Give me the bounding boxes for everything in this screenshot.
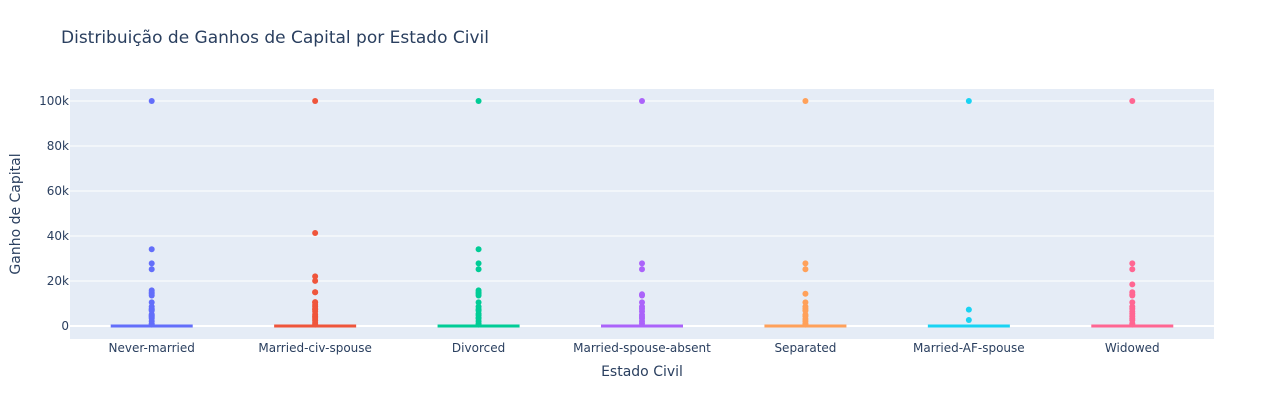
outlier-point: [475, 98, 482, 105]
y-tick-label: 20k: [47, 274, 69, 288]
chart-title: Distribuição de Ganhos de Capital por Es…: [61, 28, 489, 48]
y-tick-label: 60k: [47, 184, 69, 198]
outlier-point: [1129, 299, 1136, 306]
outlier-point: [802, 266, 809, 273]
y-axis-ticks: 0 20k 40k 60k 80k 100k: [39, 94, 69, 333]
y-tick-label: 40k: [47, 229, 69, 243]
outlier-point: [475, 260, 482, 267]
outlier-point: [639, 260, 645, 267]
outlier-point: [148, 246, 155, 253]
x-tick-label: Widowed: [1105, 341, 1160, 355]
outlier-point: [312, 277, 319, 284]
outlier-point: [965, 317, 972, 324]
outlier-point: [1129, 321, 1136, 328]
boxes: [110, 98, 1174, 328]
x-tick-label: Separated: [774, 341, 836, 355]
box-never-married: [110, 98, 193, 328]
outlier-point: [965, 306, 972, 313]
outlier-point: [639, 98, 645, 105]
outlier-point: [1129, 98, 1136, 105]
outlier-point: [475, 266, 482, 273]
outlier-point: [475, 246, 482, 253]
outlier-point: [312, 321, 319, 328]
outlier-point: [802, 307, 809, 314]
outlier-point: [148, 299, 155, 306]
box-divorced: [437, 98, 520, 328]
y-axis-label: Ganho de Capital: [8, 153, 24, 274]
outlier-point: [312, 98, 319, 105]
y-tick-label: 100k: [39, 94, 69, 108]
x-tick-label: Married-civ-spouse: [258, 341, 372, 355]
x-axis-ticks: Never-married Married-civ-spouse Divorced M…: [109, 341, 1160, 355]
outlier-point: [148, 266, 155, 273]
x-tick-label: Married-AF-spouse: [913, 341, 1025, 355]
outlier-point: [802, 98, 809, 105]
outlier-point: [1129, 292, 1136, 299]
box-married-af-spouse: [927, 98, 1010, 328]
x-tick-label: Divorced: [452, 341, 505, 355]
box-married-spouse-absent: [601, 98, 683, 328]
outlier-point: [1129, 260, 1136, 267]
outlier-point: [148, 98, 155, 105]
outlier-point: [802, 299, 809, 306]
box-widowed: [1091, 98, 1174, 328]
outlier-point: [802, 290, 809, 297]
x-tick-label: Married-spouse-absent: [573, 341, 711, 355]
outlier-point: [312, 289, 319, 296]
outlier-point: [475, 299, 482, 306]
outlier-point: [475, 321, 482, 328]
outlier-point: [148, 321, 155, 328]
x-tick-label: Never-married: [109, 341, 195, 355]
x-axis-label: Estado Civil: [601, 364, 683, 380]
y-tick-label: 0: [61, 319, 69, 333]
outlier-point: [639, 299, 645, 306]
y-tick-label: 80k: [47, 139, 69, 153]
outlier-point: [312, 273, 319, 280]
outlier-point: [639, 266, 645, 273]
outlier-point: [639, 292, 645, 299]
box-separated: [764, 98, 847, 328]
outlier-point: [312, 230, 319, 237]
outlier-point: [1129, 281, 1136, 288]
outlier-point: [639, 320, 645, 327]
outlier-point: [148, 292, 155, 299]
outlier-point: [1129, 266, 1136, 273]
outlier-point: [802, 260, 809, 267]
box-married-civ-spouse: [274, 98, 357, 328]
outlier-point: [802, 321, 809, 328]
outlier-point: [475, 292, 482, 299]
outlier-point: [965, 98, 972, 105]
outlier-point: [148, 260, 155, 267]
